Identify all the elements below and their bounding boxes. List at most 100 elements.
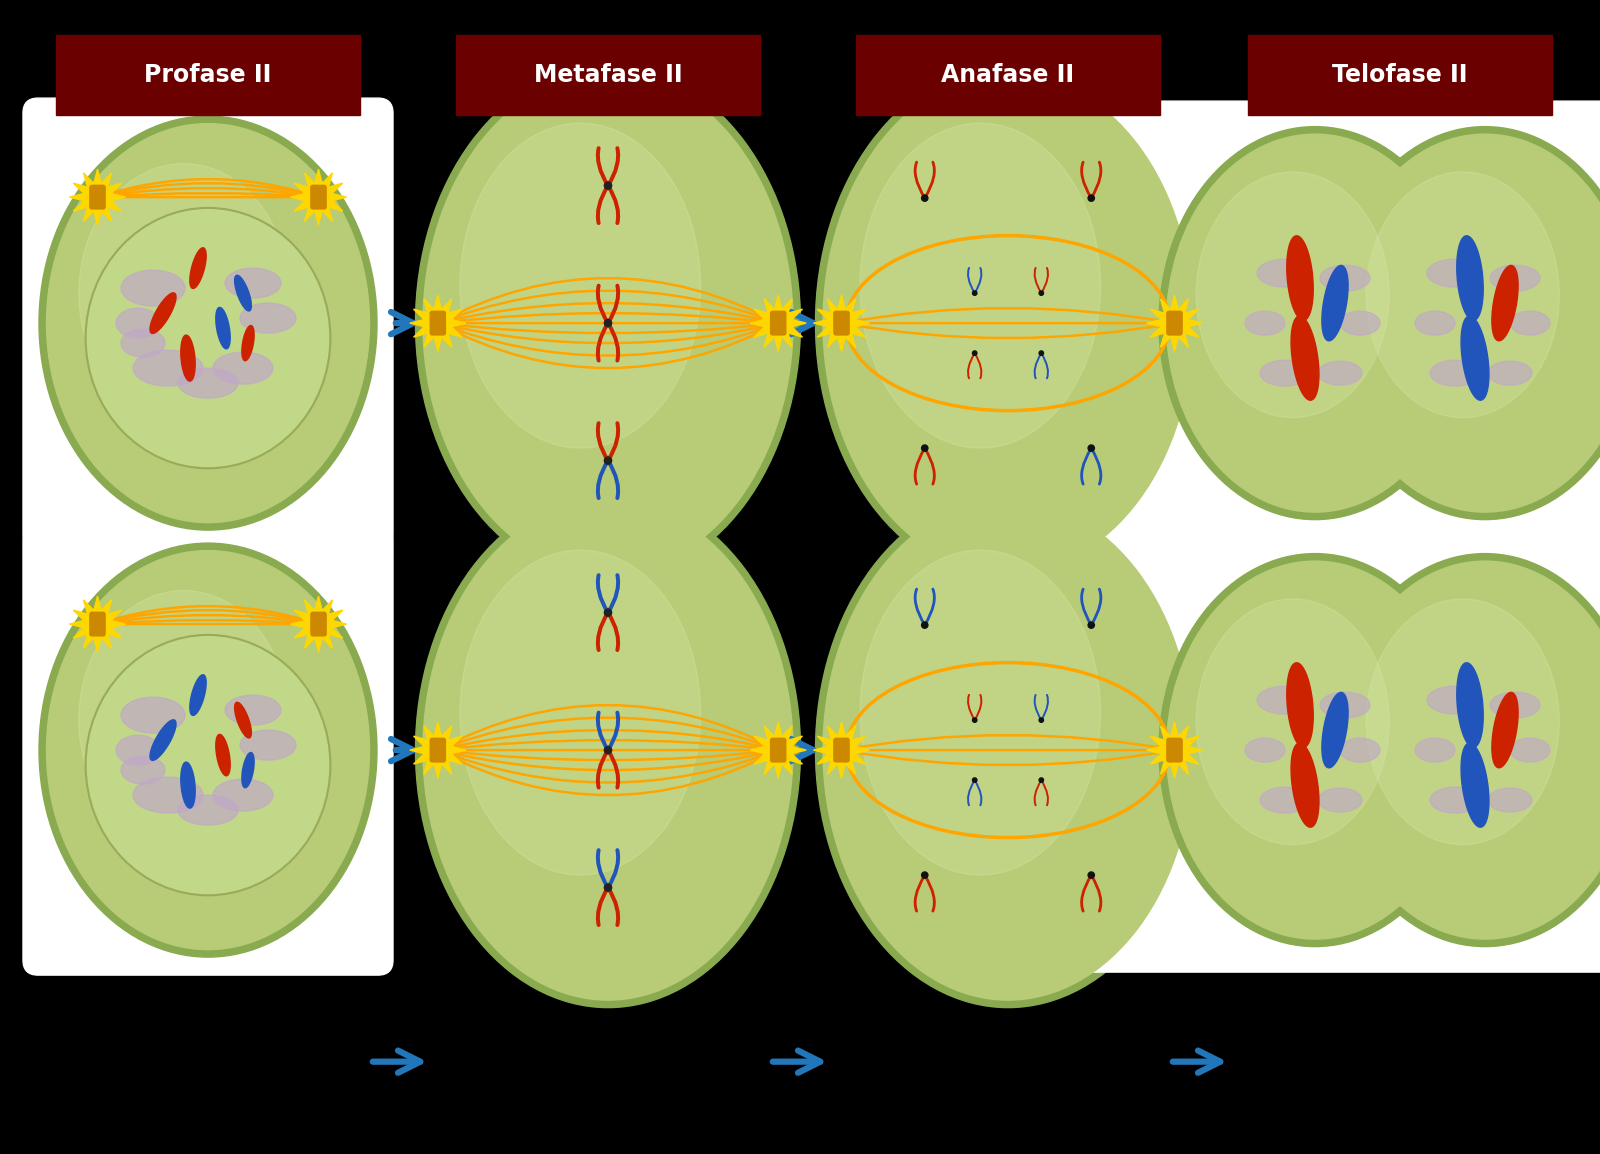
FancyBboxPatch shape bbox=[310, 186, 326, 209]
FancyBboxPatch shape bbox=[1168, 314, 1181, 332]
Circle shape bbox=[1038, 778, 1043, 782]
FancyBboxPatch shape bbox=[430, 312, 445, 335]
Ellipse shape bbox=[461, 550, 701, 875]
Circle shape bbox=[605, 609, 611, 616]
Polygon shape bbox=[1322, 692, 1349, 767]
Ellipse shape bbox=[115, 308, 160, 338]
Polygon shape bbox=[1147, 722, 1203, 778]
Polygon shape bbox=[1322, 265, 1349, 340]
Ellipse shape bbox=[416, 493, 800, 1007]
Ellipse shape bbox=[122, 270, 186, 306]
Ellipse shape bbox=[38, 544, 378, 957]
Ellipse shape bbox=[816, 66, 1200, 580]
Circle shape bbox=[605, 457, 611, 464]
Ellipse shape bbox=[1341, 739, 1379, 762]
Polygon shape bbox=[410, 295, 466, 351]
Ellipse shape bbox=[1261, 360, 1310, 387]
Ellipse shape bbox=[78, 591, 288, 849]
Ellipse shape bbox=[122, 756, 165, 784]
Ellipse shape bbox=[38, 117, 378, 530]
Circle shape bbox=[605, 320, 611, 327]
Ellipse shape bbox=[1430, 787, 1480, 814]
FancyBboxPatch shape bbox=[856, 35, 1160, 115]
Ellipse shape bbox=[1245, 739, 1285, 762]
Text: Anafase II: Anafase II bbox=[941, 63, 1075, 87]
Ellipse shape bbox=[1488, 361, 1533, 385]
Ellipse shape bbox=[226, 268, 282, 298]
Polygon shape bbox=[69, 170, 125, 225]
Ellipse shape bbox=[1490, 692, 1539, 718]
Ellipse shape bbox=[213, 779, 274, 811]
Circle shape bbox=[1038, 291, 1043, 295]
Polygon shape bbox=[190, 248, 206, 288]
Circle shape bbox=[973, 291, 978, 295]
Circle shape bbox=[1038, 718, 1043, 722]
Ellipse shape bbox=[1490, 265, 1539, 291]
Polygon shape bbox=[216, 307, 230, 349]
Polygon shape bbox=[1491, 692, 1518, 767]
FancyBboxPatch shape bbox=[834, 739, 850, 762]
Ellipse shape bbox=[1158, 127, 1470, 519]
FancyBboxPatch shape bbox=[1166, 312, 1182, 335]
Circle shape bbox=[1088, 445, 1094, 451]
FancyBboxPatch shape bbox=[430, 739, 445, 762]
Ellipse shape bbox=[1330, 127, 1600, 519]
Ellipse shape bbox=[86, 208, 330, 469]
Polygon shape bbox=[813, 722, 869, 778]
Ellipse shape bbox=[122, 329, 165, 357]
Polygon shape bbox=[181, 762, 195, 808]
Polygon shape bbox=[291, 597, 347, 652]
Polygon shape bbox=[813, 295, 869, 351]
Ellipse shape bbox=[1330, 554, 1600, 946]
Polygon shape bbox=[190, 675, 206, 715]
Polygon shape bbox=[750, 722, 806, 778]
Ellipse shape bbox=[416, 66, 800, 580]
FancyBboxPatch shape bbox=[1053, 102, 1600, 545]
Ellipse shape bbox=[213, 352, 274, 384]
Polygon shape bbox=[235, 703, 251, 737]
Text: Telofase II: Telofase II bbox=[1333, 63, 1467, 87]
Polygon shape bbox=[242, 752, 254, 788]
Ellipse shape bbox=[1318, 788, 1362, 812]
Ellipse shape bbox=[1430, 360, 1480, 387]
Ellipse shape bbox=[1341, 312, 1379, 335]
FancyBboxPatch shape bbox=[456, 35, 760, 115]
Circle shape bbox=[973, 718, 978, 722]
Ellipse shape bbox=[1258, 687, 1314, 714]
Ellipse shape bbox=[1197, 599, 1389, 845]
Polygon shape bbox=[1291, 743, 1318, 827]
Circle shape bbox=[922, 195, 928, 201]
Ellipse shape bbox=[178, 368, 238, 398]
Circle shape bbox=[1088, 872, 1094, 878]
Circle shape bbox=[973, 778, 978, 782]
Ellipse shape bbox=[1166, 134, 1464, 512]
Ellipse shape bbox=[422, 500, 794, 1001]
Polygon shape bbox=[1152, 301, 1197, 345]
Ellipse shape bbox=[861, 550, 1101, 875]
FancyBboxPatch shape bbox=[771, 739, 786, 762]
Ellipse shape bbox=[822, 500, 1194, 1001]
FancyBboxPatch shape bbox=[1053, 529, 1600, 972]
Ellipse shape bbox=[1510, 739, 1550, 762]
Text: Metafase II: Metafase II bbox=[534, 63, 682, 87]
Ellipse shape bbox=[1158, 554, 1470, 946]
Ellipse shape bbox=[46, 550, 370, 950]
Ellipse shape bbox=[1336, 561, 1600, 939]
Polygon shape bbox=[1456, 235, 1483, 321]
Polygon shape bbox=[410, 722, 466, 778]
Polygon shape bbox=[235, 276, 251, 310]
Circle shape bbox=[605, 884, 611, 891]
Circle shape bbox=[605, 747, 611, 754]
FancyBboxPatch shape bbox=[56, 35, 360, 115]
Ellipse shape bbox=[178, 795, 238, 825]
Ellipse shape bbox=[1427, 687, 1483, 714]
Ellipse shape bbox=[1414, 739, 1454, 762]
FancyBboxPatch shape bbox=[90, 186, 106, 209]
Polygon shape bbox=[1461, 743, 1490, 827]
FancyBboxPatch shape bbox=[1168, 741, 1181, 759]
FancyBboxPatch shape bbox=[22, 98, 394, 548]
Ellipse shape bbox=[1414, 312, 1454, 335]
Polygon shape bbox=[1291, 316, 1318, 400]
FancyBboxPatch shape bbox=[22, 525, 394, 975]
Ellipse shape bbox=[133, 777, 203, 814]
